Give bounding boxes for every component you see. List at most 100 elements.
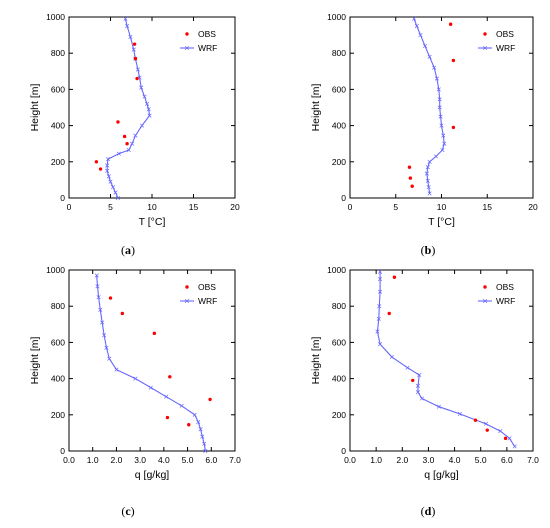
x-tick-label: 3.0 xyxy=(423,455,435,465)
wrf-point xyxy=(133,133,138,138)
x-tick-label: 2.0 xyxy=(396,455,408,465)
wrf-point xyxy=(135,67,140,72)
x-tick-label: 6.0 xyxy=(501,455,513,465)
caption-open: ( xyxy=(421,504,425,518)
wrf-point xyxy=(425,165,430,170)
x-tick-label: 20 xyxy=(230,202,240,212)
wrf-point xyxy=(415,390,421,395)
wrf-point xyxy=(98,307,103,312)
obs-point xyxy=(187,423,191,427)
x-tick-label: 10 xyxy=(147,202,157,212)
legend-wrf-marker xyxy=(184,45,190,51)
x-tick-label: 15 xyxy=(483,202,493,212)
wrf-point xyxy=(375,329,380,334)
panel-caption: (b) xyxy=(421,243,436,257)
obs-point xyxy=(408,176,413,180)
panel-caption: (a) xyxy=(121,243,135,257)
caption-letter: d xyxy=(425,504,432,518)
wrf-point xyxy=(105,163,110,168)
wrf-point xyxy=(164,394,169,399)
y-axis-label: Height [m] xyxy=(310,336,322,384)
x-axis-label: T [°C] xyxy=(139,216,166,228)
wrf-point xyxy=(434,76,439,81)
obs-point xyxy=(133,56,138,61)
wrf-point xyxy=(376,316,381,321)
wrf-point xyxy=(437,97,442,102)
x-tick-label: 0.0 xyxy=(63,455,75,465)
wrf-point xyxy=(439,123,444,128)
legend-obs-marker xyxy=(483,32,487,36)
obs-point xyxy=(485,428,489,432)
legend-obs-label: OBS xyxy=(496,29,514,39)
y-tick-label: 600 xyxy=(51,337,65,347)
x-axis-label: T [°C] xyxy=(428,216,455,228)
caption-letter: c xyxy=(125,504,131,518)
obs-point xyxy=(451,125,456,130)
chart-panel-d: 0.0 1.0 2.0 3.0 4.0 5.0 6.0 7.0 0 200 400 600 800 100… xyxy=(310,265,539,518)
y-tick-label: 1000 xyxy=(46,265,65,275)
y-tick-label: 0 xyxy=(341,193,346,203)
x-tick-label: 5 xyxy=(108,202,113,212)
y-tick-label: 0 xyxy=(60,446,65,456)
legend-obs-label: OBS xyxy=(496,282,514,292)
wrf-point xyxy=(378,289,383,294)
obs-point xyxy=(473,418,478,422)
wrf-point xyxy=(142,94,147,99)
wrf-point xyxy=(512,444,517,449)
wrf-point xyxy=(144,101,150,106)
wrf-point xyxy=(126,147,131,153)
plot-frame xyxy=(349,269,534,452)
wrf-point xyxy=(123,16,128,21)
y-tick-label: 800 xyxy=(332,301,346,311)
wrf-point xyxy=(436,87,441,92)
wrf-point xyxy=(437,105,442,110)
wrf-point xyxy=(133,376,138,381)
wrf-point xyxy=(427,191,432,196)
wrf-point xyxy=(94,273,99,278)
x-tick-label: 5 xyxy=(393,202,398,212)
wrf-point xyxy=(146,107,151,112)
caption-close: ) xyxy=(131,504,135,518)
y-tick-label: 0 xyxy=(60,193,65,203)
y-tick-label: 800 xyxy=(332,48,346,58)
wrf-point xyxy=(113,190,118,195)
x-tick-label: 7.0 xyxy=(229,455,241,465)
wrf-point xyxy=(415,383,421,388)
wrf-point xyxy=(96,295,101,300)
caption-close: ) xyxy=(431,243,435,257)
wrf-point xyxy=(200,434,205,439)
caption-close: ) xyxy=(431,504,435,518)
wrf-point xyxy=(389,354,394,359)
wrf-point xyxy=(203,448,208,454)
wrf-point xyxy=(102,333,107,338)
wrf-point xyxy=(436,404,441,409)
legend-wrf-label: WRF xyxy=(198,296,217,306)
wrf-point xyxy=(507,436,512,441)
wrf-point xyxy=(378,342,383,347)
chart-panel-c: 0.0 1.0 2.0 3.0 4.0 5.0 6.0 7.0 0 200 400 600 800 100… xyxy=(29,265,241,518)
wrf-point xyxy=(425,178,430,183)
obs-point xyxy=(411,378,415,383)
wrf-point xyxy=(128,34,133,39)
obs-point xyxy=(503,436,508,441)
caption-open: ( xyxy=(121,243,125,257)
obs-point xyxy=(392,275,397,279)
legend-obs-label: OBS xyxy=(198,282,216,292)
legend-wrf-label: WRF xyxy=(496,43,515,53)
wrf-point xyxy=(105,168,110,173)
wrf-point xyxy=(438,114,443,119)
wrf-point xyxy=(105,157,111,162)
wrf-point xyxy=(422,43,428,49)
y-tick-label: 200 xyxy=(51,157,65,167)
wrf-point xyxy=(414,24,419,29)
wrf-point xyxy=(426,185,431,190)
wrf-point xyxy=(106,174,111,179)
wrf-point xyxy=(130,141,135,146)
panel-caption: (c) xyxy=(121,504,134,518)
obs-point xyxy=(208,397,212,402)
y-tick-label: 400 xyxy=(51,121,65,131)
legend-wrf-label: WRF xyxy=(198,43,217,53)
y-tick-label: 400 xyxy=(332,374,346,384)
y-tick-label: 200 xyxy=(332,410,346,420)
